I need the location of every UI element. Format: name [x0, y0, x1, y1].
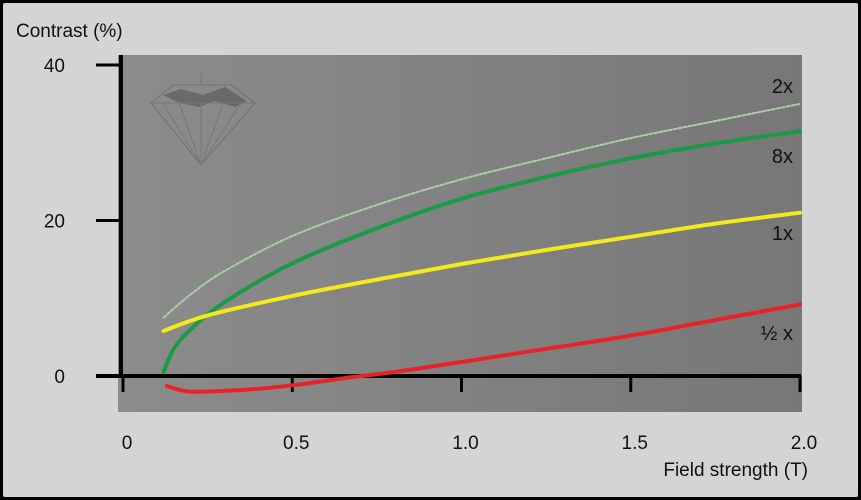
- ticks: [96, 63, 802, 392]
- tick-labels: 0 0.5 1.0 1.5 2.0 0 20 40: [44, 56, 817, 454]
- diamond-logo-icon: [150, 73, 256, 166]
- series-label: ½ x: [761, 323, 793, 345]
- series-label: 8x: [772, 146, 793, 168]
- x-tick-label: 0: [122, 433, 133, 454]
- x-tick-label: 1.0: [452, 433, 478, 454]
- y-tick-label: 20: [44, 212, 65, 233]
- series-labels: 2x 8x 1x ½ x: [761, 76, 793, 345]
- series-line: [161, 210, 802, 333]
- series-line: [161, 129, 802, 375]
- series-group: [161, 102, 802, 394]
- series-label: 1x: [772, 223, 793, 245]
- y-axis-label: Contrast (%): [16, 21, 123, 42]
- x-tick-label: 1.5: [622, 433, 648, 454]
- series-line: [162, 102, 801, 319]
- x-tick-label: 0.5: [283, 433, 309, 454]
- contrast-chart: Contrast (%) Field strength (T) 0 0.5 1.0 1…: [16, 21, 817, 481]
- x-axis-label: Field strength (T): [663, 460, 808, 481]
- axes: [96, 55, 801, 378]
- x-tick-label: 2.0: [791, 433, 817, 454]
- y-tick-label: 0: [54, 367, 65, 388]
- series-label: 2x: [772, 76, 793, 98]
- series-line: [165, 302, 802, 394]
- chart-frame: Contrast (%) Field strength (T) 0 0.5 1.0 1…: [3, 3, 858, 497]
- y-tick-label: 40: [44, 56, 65, 77]
